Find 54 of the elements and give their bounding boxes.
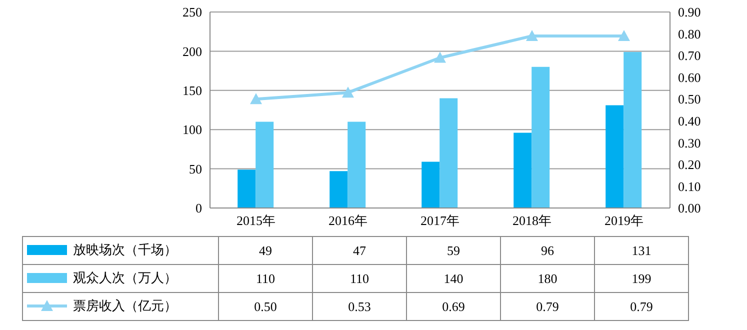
y-tick-label: 50	[189, 161, 202, 176]
x-tick-label: 2018年	[512, 213, 552, 228]
data-label: 140	[406, 264, 500, 292]
data-label: 47	[312, 236, 406, 264]
data-label: 59	[406, 236, 500, 264]
data-label: 49	[218, 236, 312, 264]
data-label: 131	[594, 236, 688, 264]
bar	[348, 122, 366, 208]
data-label: 0.69	[406, 292, 500, 320]
x-tick-label: 2019年	[604, 213, 644, 228]
y-tick-label: 150	[182, 83, 202, 98]
y2-tick-label: 0.60	[678, 70, 701, 85]
y2-tick-label: 0.30	[678, 135, 701, 150]
y2-tick-label: 0.10	[678, 178, 701, 194]
bar	[532, 66, 550, 208]
point	[618, 30, 630, 41]
bar	[422, 162, 440, 208]
x-tick-label: 2015年	[236, 213, 276, 228]
y-tick-label: 200	[182, 44, 202, 59]
point	[342, 86, 354, 98]
data-label: 0.79	[500, 292, 594, 320]
legend-label: 观众人次（万人）	[73, 268, 177, 286]
data-label: 0.53	[312, 292, 406, 320]
data-label: 0.50	[218, 292, 312, 320]
bar	[330, 171, 348, 208]
data-label: 110	[218, 264, 312, 292]
bar	[238, 170, 256, 208]
legend-label: 票房收入（亿元）	[73, 296, 177, 314]
y2-tick-label: 0.20	[678, 157, 701, 172]
data-label: 199	[594, 264, 688, 292]
y2-tick-label: 0.00	[678, 200, 701, 216]
legend-label: 放映场次（千场）	[73, 240, 177, 258]
bar	[514, 132, 532, 208]
data-label: 0.79	[594, 292, 688, 320]
y-tick-label: 250	[182, 4, 202, 20]
y2-tick-label: 0.40	[678, 114, 701, 129]
point	[434, 52, 446, 63]
point	[526, 30, 538, 41]
data-label: 96	[500, 236, 594, 264]
y-tick-label: 100	[182, 122, 202, 138]
point	[250, 93, 262, 104]
data-label: 180	[500, 264, 594, 292]
y2-tick-label: 0.50	[678, 92, 701, 107]
x-tick-label: 2016年	[328, 213, 368, 228]
y2-tick-label: 0.90	[678, 4, 701, 20]
y2-tick-label: 0.70	[678, 48, 701, 64]
bar	[606, 105, 624, 208]
bar	[256, 122, 274, 208]
data-label: 110	[312, 264, 406, 292]
bar	[440, 98, 458, 208]
y-tick-label: 0	[196, 200, 202, 216]
x-tick-label: 2017年	[420, 213, 460, 228]
bar	[624, 52, 642, 208]
y2-tick-label: 0.80	[678, 26, 701, 42]
